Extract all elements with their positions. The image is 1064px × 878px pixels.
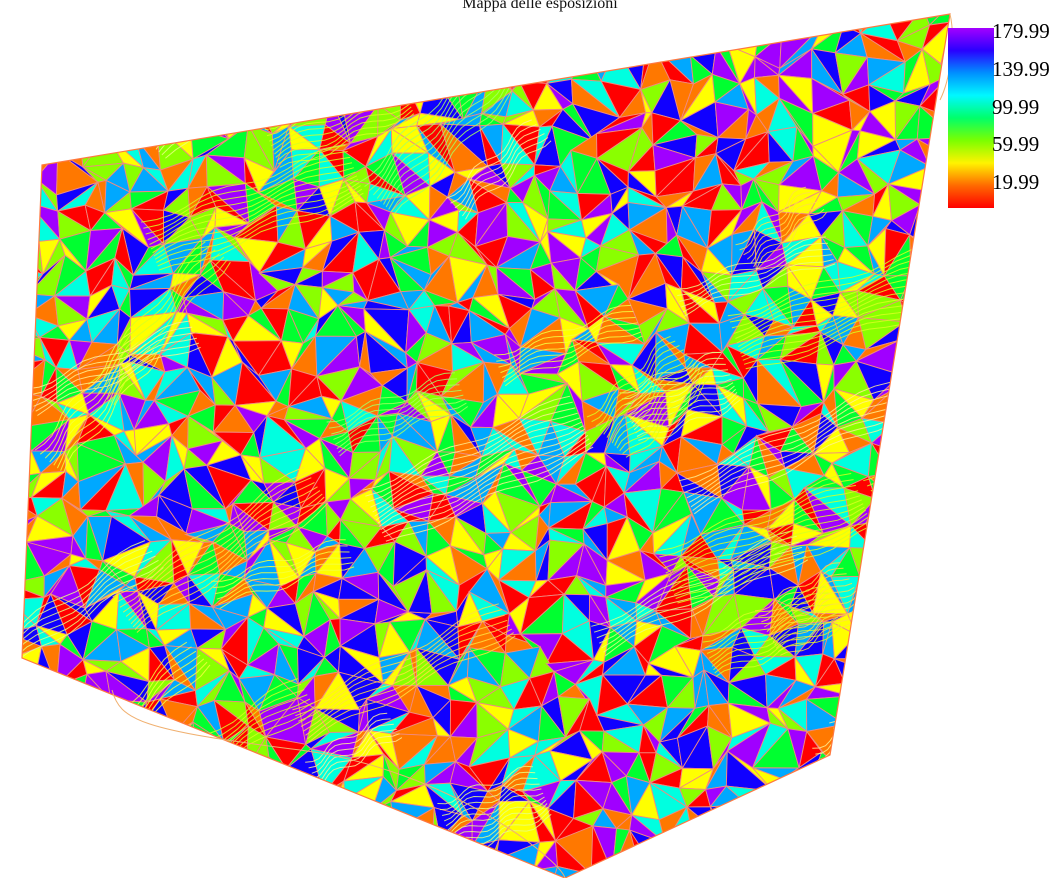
legend-label-179: 179.99 — [992, 19, 1050, 43]
color-legend: 179.99 139.99 99.99 59.99 19.99 — [948, 19, 1064, 214]
legend-label-139: 139.99 — [992, 57, 1050, 81]
tin-triangles — [22, 14, 950, 878]
legend-label-99: 99.99 — [992, 95, 1040, 119]
legend-gradient-bar — [948, 28, 994, 208]
legend-label-59: 59.99 — [992, 132, 1040, 156]
map-title: Mappa delle esposizioni — [462, 0, 618, 12]
legend-label-19: 19.99 — [992, 170, 1040, 194]
